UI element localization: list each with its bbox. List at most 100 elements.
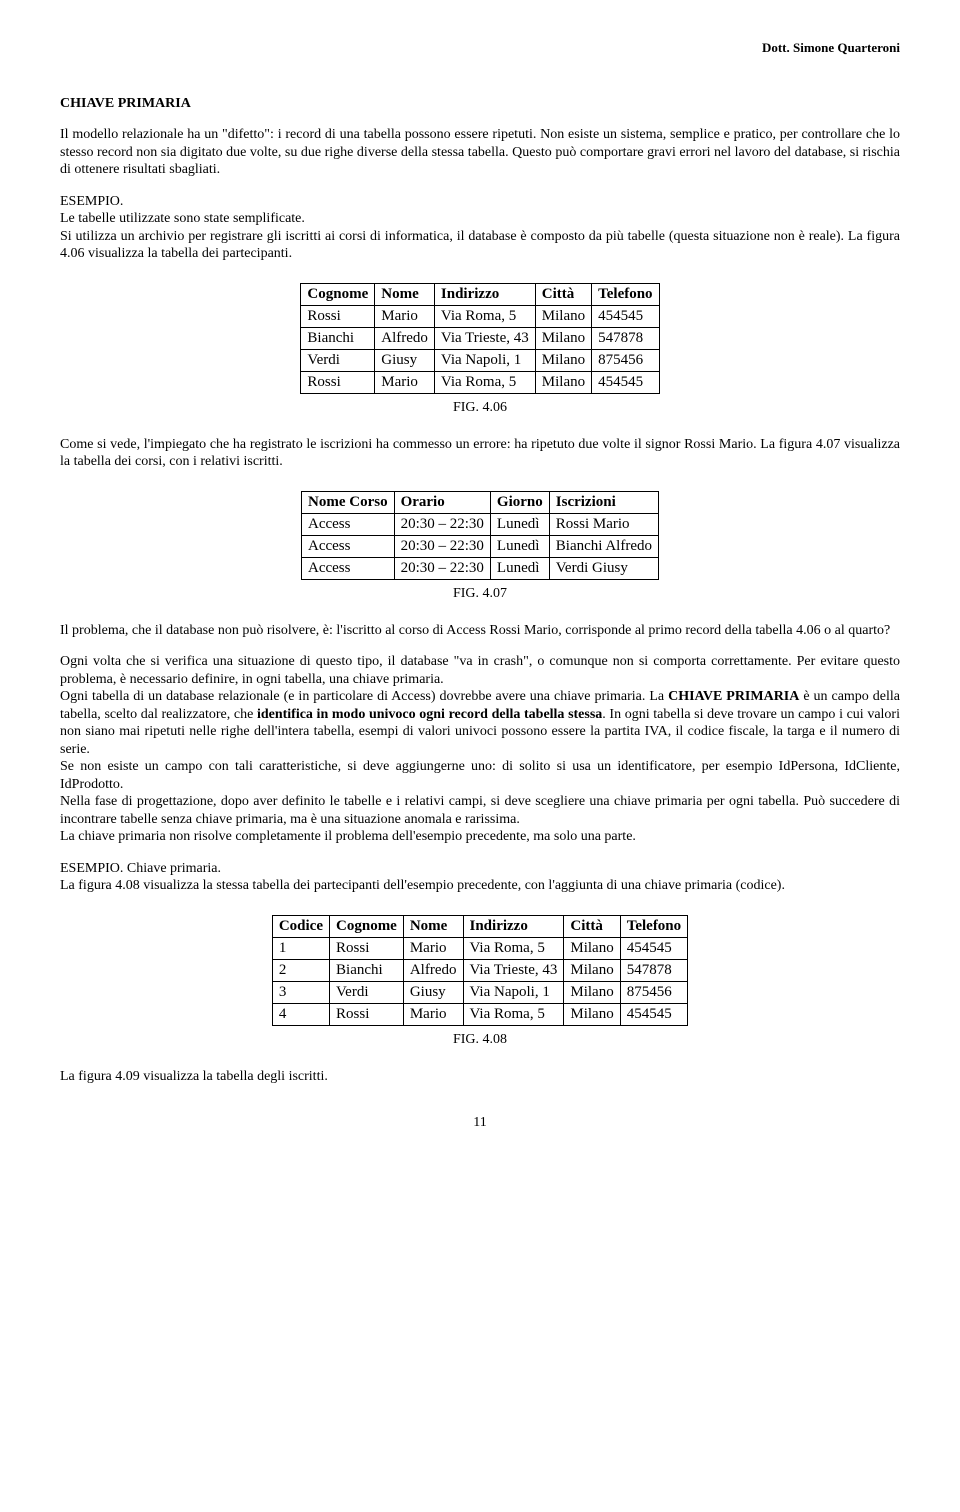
table-406-head-row: CognomeNomeIndirizzoCittàTelefono bbox=[301, 283, 659, 305]
table-header-cell: Indirizzo bbox=[434, 283, 535, 305]
table-row: RossiMarioVia Roma, 5Milano454545 bbox=[301, 371, 659, 393]
example-line2: Si utilizza un archivio per registrare g… bbox=[60, 229, 900, 262]
table-row: 1RossiMarioVia Roma, 5Milano454545 bbox=[272, 937, 687, 959]
table-row: BianchiAlfredoVia Trieste, 43Milano54787… bbox=[301, 327, 659, 349]
table-cell: 547878 bbox=[592, 327, 659, 349]
table-cell: 875456 bbox=[592, 349, 659, 371]
table-row: 3VerdiGiusyVia Napoli, 1Milano875456 bbox=[272, 981, 687, 1003]
table-cell: 1 bbox=[272, 937, 329, 959]
paragraph-example: ESEMPIO. Le tabelle utilizzate sono stat… bbox=[60, 193, 900, 263]
table-cell: Via Trieste, 43 bbox=[434, 327, 535, 349]
caption-407: FIG. 4.07 bbox=[60, 586, 900, 602]
table-cell: Verdi Giusy bbox=[549, 557, 658, 579]
table-header-cell: Nome Corso bbox=[302, 491, 395, 513]
table-cell: 454545 bbox=[620, 1003, 687, 1025]
example2-text: La figura 4.08 visualizza la stessa tabe… bbox=[60, 878, 785, 893]
table-row: RossiMarioVia Roma, 5Milano454545 bbox=[301, 305, 659, 327]
table-cell: Via Napoli, 1 bbox=[463, 981, 564, 1003]
table-header-cell: Telefono bbox=[592, 283, 659, 305]
table-cell: Verdi bbox=[330, 981, 404, 1003]
table-header-cell: Telefono bbox=[620, 915, 687, 937]
table-cell: 20:30 – 22:30 bbox=[394, 535, 490, 557]
example-label: ESEMPIO. bbox=[60, 194, 123, 209]
table-cell: Rossi Mario bbox=[549, 513, 658, 535]
table-cell: Access bbox=[302, 557, 395, 579]
page-header-author: Dott. Simone Quarteroni bbox=[60, 40, 900, 56]
table-cell: Milano bbox=[535, 305, 591, 327]
table-header-cell: Indirizzo bbox=[463, 915, 564, 937]
table-cell: Via Roma, 5 bbox=[463, 1003, 564, 1025]
table-cell: Alfredo bbox=[375, 327, 435, 349]
paragraph-block: Ogni volta che si verifica una situazion… bbox=[60, 653, 900, 846]
table-cell: Mario bbox=[375, 305, 435, 327]
table-408-head-row: CodiceCognomeNomeIndirizzoCittàTelefono bbox=[272, 915, 687, 937]
table-cell: Mario bbox=[403, 937, 463, 959]
table-header-cell: Cognome bbox=[330, 915, 404, 937]
caption-408: FIG. 4.08 bbox=[60, 1032, 900, 1048]
table-header-cell: Nome bbox=[375, 283, 435, 305]
table-row: Access20:30 – 22:30LunedìVerdi Giusy bbox=[302, 557, 659, 579]
paragraph-409: La figura 4.09 visualizza la tabella deg… bbox=[60, 1068, 900, 1086]
paragraph-problem: Il problema, che il database non può ris… bbox=[60, 622, 900, 640]
table-row: Access20:30 – 22:30LunedìBianchi Alfredo bbox=[302, 535, 659, 557]
example2-label: ESEMPIO. Chiave primaria. bbox=[60, 861, 221, 876]
caption-406: FIG. 4.06 bbox=[60, 400, 900, 416]
paragraph-progettazione: Nella fase di progettazione, dopo aver d… bbox=[60, 794, 900, 827]
table-header-cell: Giorno bbox=[490, 491, 549, 513]
table-407: Nome CorsoOrarioGiornoIscrizioni Access2… bbox=[301, 491, 659, 580]
table-cell: Via Roma, 5 bbox=[434, 305, 535, 327]
table-cell: Via Roma, 5 bbox=[434, 371, 535, 393]
table-header-cell: Cognome bbox=[301, 283, 375, 305]
table-header-cell: Nome bbox=[403, 915, 463, 937]
table-cell: 454545 bbox=[592, 371, 659, 393]
table-cell: Lunedì bbox=[490, 535, 549, 557]
table-cell: Access bbox=[302, 513, 395, 535]
table-cell: Milano bbox=[535, 371, 591, 393]
table-header-cell: Città bbox=[535, 283, 591, 305]
table-header-cell: Iscrizioni bbox=[549, 491, 658, 513]
paragraph-crash: Ogni volta che si verifica una situazion… bbox=[60, 654, 900, 687]
table-407-head-row: Nome CorsoOrarioGiornoIscrizioni bbox=[302, 491, 659, 513]
table-cell: 3 bbox=[272, 981, 329, 1003]
table-header-cell: Orario bbox=[394, 491, 490, 513]
table-cell: 547878 bbox=[620, 959, 687, 981]
table-cell: Access bbox=[302, 535, 395, 557]
table-row: 2BianchiAlfredoVia Trieste, 43Milano5478… bbox=[272, 959, 687, 981]
table-cell: 454545 bbox=[620, 937, 687, 959]
table-cell: Milano bbox=[535, 327, 591, 349]
table-cell: Verdi bbox=[301, 349, 375, 371]
example-line1: Le tabelle utilizzate sono state semplif… bbox=[60, 211, 305, 226]
table-408-wrap: CodiceCognomeNomeIndirizzoCittàTelefono … bbox=[60, 915, 900, 1026]
table-cell: Bianchi Alfredo bbox=[549, 535, 658, 557]
table-cell: 20:30 – 22:30 bbox=[394, 513, 490, 535]
table-header-cell: Codice bbox=[272, 915, 329, 937]
table-cell: Giusy bbox=[403, 981, 463, 1003]
table-row: 4RossiMarioVia Roma, 5Milano454545 bbox=[272, 1003, 687, 1025]
table-cell: Milano bbox=[564, 1003, 620, 1025]
section-title: CHIAVE PRIMARIA bbox=[60, 96, 900, 112]
table-cell: 875456 bbox=[620, 981, 687, 1003]
table-408: CodiceCognomeNomeIndirizzoCittàTelefono … bbox=[272, 915, 688, 1026]
paragraph-id: Se non esiste un campo con tali caratter… bbox=[60, 759, 900, 792]
table-cell: Via Trieste, 43 bbox=[463, 959, 564, 981]
table-header-cell: Città bbox=[564, 915, 620, 937]
table-cell: 20:30 – 22:30 bbox=[394, 557, 490, 579]
table-cell: Milano bbox=[564, 937, 620, 959]
table-cell: Lunedì bbox=[490, 513, 549, 535]
table-cell: Giusy bbox=[375, 349, 435, 371]
paragraph-intro: Il modello relazionale ha un "difetto": … bbox=[60, 126, 900, 179]
page-number: 11 bbox=[60, 1115, 900, 1131]
table-cell: Lunedì bbox=[490, 557, 549, 579]
paragraph-example2: ESEMPIO. Chiave primaria. La figura 4.08… bbox=[60, 860, 900, 895]
table-cell: Rossi bbox=[301, 371, 375, 393]
table-cell: Rossi bbox=[330, 1003, 404, 1025]
table-row: Access20:30 – 22:30LunedìRossi Mario bbox=[302, 513, 659, 535]
paragraph-chiave-d: identifica in modo univoco ogni record d… bbox=[257, 707, 602, 722]
paragraph-nonrisolve: La chiave primaria non risolve completam… bbox=[60, 829, 636, 844]
table-cell: Milano bbox=[564, 959, 620, 981]
table-cell: 2 bbox=[272, 959, 329, 981]
table-cell: Alfredo bbox=[403, 959, 463, 981]
table-cell: Bianchi bbox=[330, 959, 404, 981]
paragraph-chiave-a: Ogni tabella di un database relazionale … bbox=[60, 689, 668, 704]
table-406: CognomeNomeIndirizzoCittàTelefono RossiM… bbox=[300, 283, 659, 394]
